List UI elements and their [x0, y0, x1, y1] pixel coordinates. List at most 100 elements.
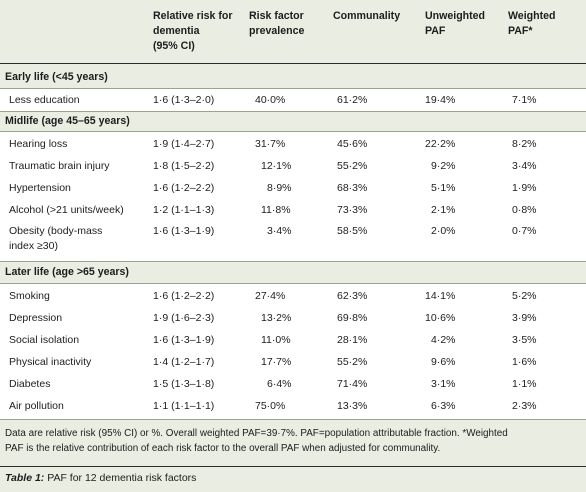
section-later-body: [0, 283, 586, 419]
prevalence-value: 31·7%: [255, 138, 286, 150]
risk-factor-label: Traumatic brain injury: [9, 160, 110, 172]
unweighted-paf-value: 9·6%: [431, 356, 456, 368]
table-row: Traumatic brain injury 1·8 (1·5–2·2) 12·…: [0, 155, 586, 177]
relative-risk-value: 1·9 (1·6–2·3): [153, 312, 215, 324]
table-row: Hypertension 1·6 (1·2–2·2) 8·9% 68·3% 5·…: [0, 177, 586, 199]
prevalence-value: 11·0%: [261, 334, 291, 346]
risk-factor-label: Air pollution: [9, 400, 64, 412]
risk-factor-label: Diabetes: [9, 378, 51, 390]
divider: [0, 111, 586, 112]
table-row: Diabetes 1·5 (1·3–1·8) 6·4% 71·4% 3·1% 1…: [0, 373, 586, 395]
relative-risk-value: 1·5 (1·3–1·8): [153, 378, 215, 390]
weighted-paf-value: 3·4%: [512, 160, 537, 172]
header-rule: [0, 63, 586, 64]
prevalence-value: 12·1%: [261, 160, 292, 172]
unweighted-paf-value: 22·2%: [425, 138, 456, 150]
relative-risk-value: 1·6 (1·3–2·0): [153, 94, 215, 106]
risk-factor-label: Hypertension: [9, 182, 71, 194]
weighted-paf-value: 2·3%: [512, 400, 537, 412]
communality-value: 62·3%: [337, 290, 368, 302]
unweighted-paf-value: 5·1%: [431, 182, 456, 194]
header-prevalence: Risk factor prevalence: [249, 10, 305, 37]
unweighted-paf-value: 9·2%: [431, 160, 456, 172]
relative-risk-value: 1·1 (1·1–1·1): [153, 400, 215, 412]
risk-factor-label: Depression: [9, 312, 63, 324]
communality-value: 71·4%: [337, 378, 368, 390]
table-row: Obesity (body-mass index ≥30) 1·6 (1·3–1·…: [0, 223, 586, 257]
risk-factor-label: Obesity (body-mass index ≥30): [9, 225, 103, 252]
communality-value: 55·2%: [337, 160, 368, 172]
section-early-life: Early life (<45 years): [5, 71, 108, 83]
caption-rule: [0, 466, 586, 467]
section-early-body: [0, 88, 586, 111]
risk-factor-label: Hearing loss: [9, 138, 68, 150]
section-later-life: Later life (age >65 years): [5, 266, 129, 278]
risk-factor-label: Physical inactivity: [9, 356, 92, 368]
weighted-paf-value: 3·5%: [512, 334, 537, 346]
relative-risk-value: 1·6 (1·3–1·9): [153, 334, 215, 346]
divider: [0, 131, 586, 132]
relative-risk-value: 1·2 (1·1–1·3): [153, 204, 215, 216]
table-row: Air pollution 1·1 (1·1–1·1) 75·0% 13·3% …: [0, 395, 586, 417]
unweighted-paf-value: 2·1%: [431, 204, 456, 216]
header-communality: Communality: [333, 10, 401, 22]
section-midlife: Midlife (age 45–65 years): [5, 115, 130, 127]
prevalence-value: 40·0%: [255, 94, 286, 106]
communality-value: 45·6%: [337, 138, 368, 150]
weighted-paf-value: 8·2%: [512, 138, 537, 150]
divider: [0, 283, 586, 284]
table-row: Physical inactivity 1·4 (1·2–1·7) 17·7% …: [0, 351, 586, 373]
unweighted-paf-value: 2·0%: [431, 225, 456, 237]
unweighted-paf-value: 4·2%: [431, 334, 456, 346]
table-caption: Table 1: PAF for 12 dementia risk factor…: [5, 472, 196, 484]
risk-factor-label: Social isolation: [9, 334, 80, 346]
relative-risk-value: 1·9 (1·4–2·7): [153, 138, 215, 150]
prevalence-value: 11·8%: [261, 204, 291, 216]
risk-factor-label: Smoking: [9, 290, 50, 302]
caption-text: PAF for 12 dementia risk factors: [44, 472, 197, 484]
communality-value: 73·3%: [337, 204, 368, 216]
relative-risk-value: 1·8 (1·5–2·2): [153, 160, 215, 172]
prevalence-value: 27·4%: [255, 290, 286, 302]
table-row: Depression 1·9 (1·6–2·3) 13·2% 69·8% 10·…: [0, 307, 586, 329]
weighted-paf-value: 1·9%: [512, 182, 537, 194]
prevalence-value: 17·7%: [261, 356, 292, 368]
communality-value: 28·1%: [337, 334, 368, 346]
table-row: Social isolation 1·6 (1·3–1·9) 11·0% 28·…: [0, 329, 586, 351]
communality-value: 13·3%: [337, 400, 368, 412]
weighted-paf-value: 0·8%: [512, 204, 537, 216]
unweighted-paf-value: 14·1%: [425, 290, 456, 302]
table-row: Hearing loss 1·9 (1·4–2·7) 31·7% 45·6% 2…: [0, 133, 586, 155]
divider: [0, 88, 586, 89]
unweighted-paf-value: 3·1%: [431, 378, 456, 390]
unweighted-paf-value: 10·6%: [425, 312, 456, 324]
caption-label: Table 1:: [5, 472, 45, 484]
header-weighted-paf: Weighted PAF*: [508, 10, 556, 37]
unweighted-paf-value: 19·4%: [425, 94, 456, 106]
table-footnote: Data are relative risk (95% CI) or %. Ov…: [5, 428, 508, 454]
table-row: Less education 1·6 (1·3–2·0) 40·0% 61·2%…: [0, 89, 586, 111]
risk-factor-label: Less education: [9, 94, 80, 106]
relative-risk-value: 1·4 (1·2–1·7): [153, 356, 215, 368]
communality-value: 61·2%: [337, 94, 368, 106]
weighted-paf-value: 7·1%: [512, 94, 537, 106]
weighted-paf-value: 5·2%: [512, 290, 537, 302]
relative-risk-value: 1·6 (1·2–2·2): [153, 290, 215, 302]
communality-value: 58·5%: [337, 225, 368, 237]
table-row: Alcohol (>21 units/week) 1·2 (1·1–1·3) 1…: [0, 199, 586, 221]
prevalence-value: 6·4%: [267, 378, 292, 390]
weighted-paf-value: 3·9%: [512, 312, 537, 324]
divider: [0, 419, 586, 420]
prevalence-value: 8·9%: [267, 182, 292, 194]
relative-risk-value: 1·6 (1·3–1·9): [153, 225, 215, 237]
communality-value: 55·2%: [337, 356, 368, 368]
table-row: Smoking 1·6 (1·2–2·2) 27·4% 62·3% 14·1% …: [0, 285, 586, 307]
weighted-paf-value: 0·7%: [512, 225, 537, 237]
prevalence-value: 13·2%: [261, 312, 292, 324]
weighted-paf-value: 1·1%: [512, 378, 537, 390]
communality-value: 68·3%: [337, 182, 368, 194]
risk-factor-label: Alcohol (>21 units/week): [9, 204, 124, 216]
divider: [0, 261, 586, 262]
header-unweighted-paf: Unweighted PAF: [425, 10, 486, 37]
